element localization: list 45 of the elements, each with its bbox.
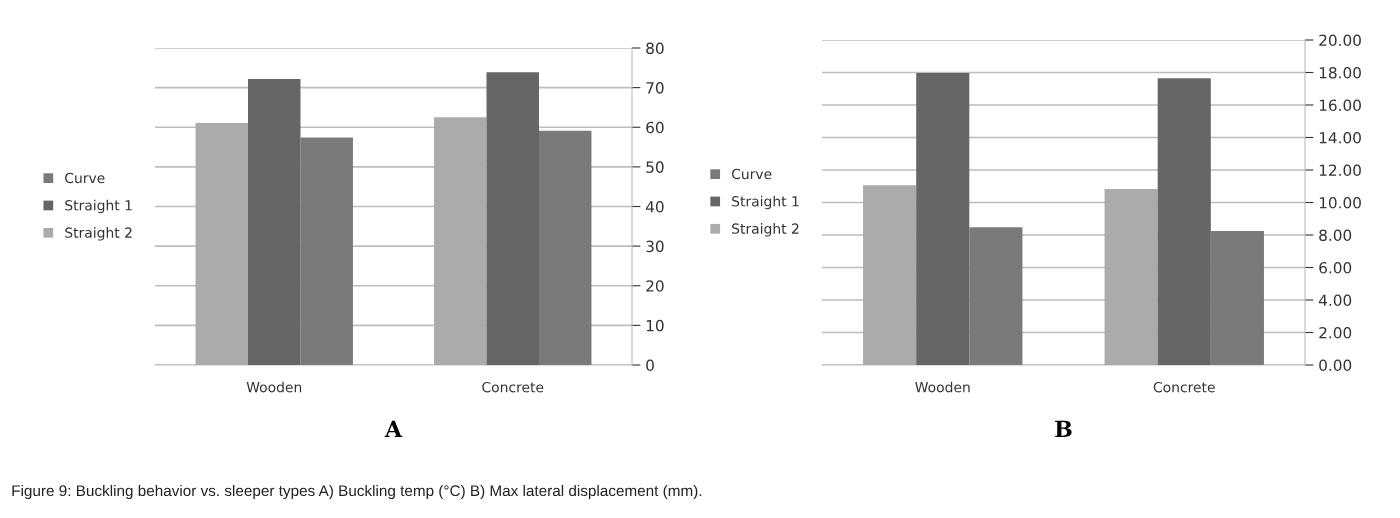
y-tick-label: 16.00 — [1319, 99, 1361, 112]
y-tick-label: 10 — [646, 319, 664, 332]
legend-label: Curve — [65, 172, 105, 184]
bar — [1157, 78, 1211, 365]
y-tick-label: 10.00 — [1319, 196, 1361, 209]
legend-label: Curve — [731, 168, 772, 180]
x-tick-label: Wooden — [246, 381, 302, 393]
bar — [434, 117, 487, 365]
y-tick-label: 60 — [646, 121, 664, 134]
y-tick-label: 18.00 — [1319, 66, 1361, 79]
bar — [300, 137, 353, 365]
legend-label: Straight 2 — [732, 223, 799, 237]
y-tick-label: 70 — [646, 82, 664, 94]
y-tick-label: 0.00 — [1319, 359, 1352, 372]
caption: Figure 9: Buckling behavior vs. sleeper types A) Buckling temp (°C) B) Max lateral displacement (mm). — [12, 484, 702, 500]
x-tick-label: Concrete — [1153, 381, 1215, 393]
y-tick-label: 4.00 — [1318, 294, 1352, 307]
y-tick-label: 80 — [646, 42, 664, 55]
legend-label: Straight 1 — [65, 199, 132, 214]
x-axis-title: A — [384, 420, 403, 437]
bar — [486, 72, 539, 365]
y-tick-label: 12.00 — [1319, 164, 1361, 177]
y-tick-label: 8.00 — [1319, 229, 1352, 242]
y-tick-label: 20 — [646, 280, 664, 292]
y-tick-label: 20.00 — [1319, 34, 1361, 47]
bar — [195, 122, 249, 365]
legend-label: Straight 1 — [732, 195, 799, 210]
y-tick-label: 40 — [645, 200, 664, 213]
bar — [969, 227, 1023, 365]
y-tick-label: 50 — [646, 161, 664, 173]
y-tick-label: 14.00 — [1319, 131, 1361, 144]
bar — [863, 185, 917, 365]
bar — [538, 130, 592, 365]
y-tick-label: 6.00 — [1319, 261, 1352, 274]
x-tick-label: Wooden — [915, 381, 970, 393]
y-tick-label: 30 — [646, 240, 664, 253]
y-tick-label: 2.00 — [1319, 326, 1352, 339]
bar — [248, 78, 301, 365]
x-axis-title: B — [1055, 420, 1072, 437]
bar — [1210, 230, 1264, 365]
bar — [1104, 189, 1158, 365]
y-tick-label: 0 — [646, 359, 654, 372]
legend-label: Straight 2 — [65, 227, 132, 241]
x-tick-label: Concrete — [482, 381, 544, 393]
bar — [916, 72, 970, 365]
